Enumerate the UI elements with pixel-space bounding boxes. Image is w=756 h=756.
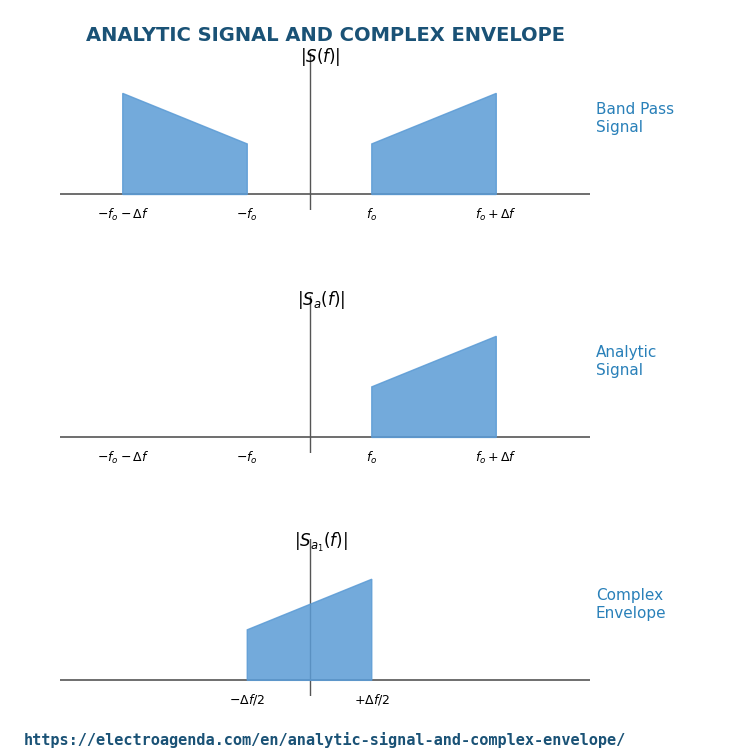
- Polygon shape: [122, 94, 247, 194]
- Text: $-f_o - \Delta f$: $-f_o - \Delta f$: [97, 450, 149, 466]
- Text: $|S_a(f)|$: $|S_a(f)|$: [296, 289, 345, 311]
- Polygon shape: [372, 94, 496, 194]
- Text: ANALYTIC SIGNAL AND COMPLEX ENVELOPE: ANALYTIC SIGNAL AND COMPLEX ENVELOPE: [85, 26, 565, 45]
- Text: $-f_o$: $-f_o$: [237, 206, 258, 223]
- Polygon shape: [372, 336, 496, 438]
- Text: https://electroagenda.com/en/analytic-signal-and-complex-envelope/: https://electroagenda.com/en/analytic-si…: [24, 733, 626, 748]
- Text: $|S(f)|$: $|S(f)|$: [300, 46, 341, 68]
- Text: $f_o + \Delta f$: $f_o + \Delta f$: [476, 450, 517, 466]
- Text: Band Pass
Signal: Band Pass Signal: [596, 103, 674, 135]
- Text: $f_o$: $f_o$: [366, 450, 377, 466]
- Text: $f_o$: $f_o$: [366, 206, 377, 223]
- Text: $f_o + \Delta f$: $f_o + \Delta f$: [476, 206, 517, 223]
- Text: Analytic
Signal: Analytic Signal: [596, 345, 657, 378]
- Polygon shape: [247, 579, 372, 680]
- Text: $-f_o - \Delta f$: $-f_o - \Delta f$: [97, 206, 149, 223]
- Text: $- \Delta f / 2$: $- \Delta f / 2$: [229, 692, 265, 708]
- Text: Complex
Envelope: Complex Envelope: [596, 588, 667, 621]
- Text: $-f_o$: $-f_o$: [237, 450, 258, 466]
- Text: $|S_{a_1}(f)|$: $|S_{a_1}(f)|$: [294, 531, 348, 554]
- Text: $+ \Delta f / 2$: $+ \Delta f / 2$: [354, 692, 389, 708]
